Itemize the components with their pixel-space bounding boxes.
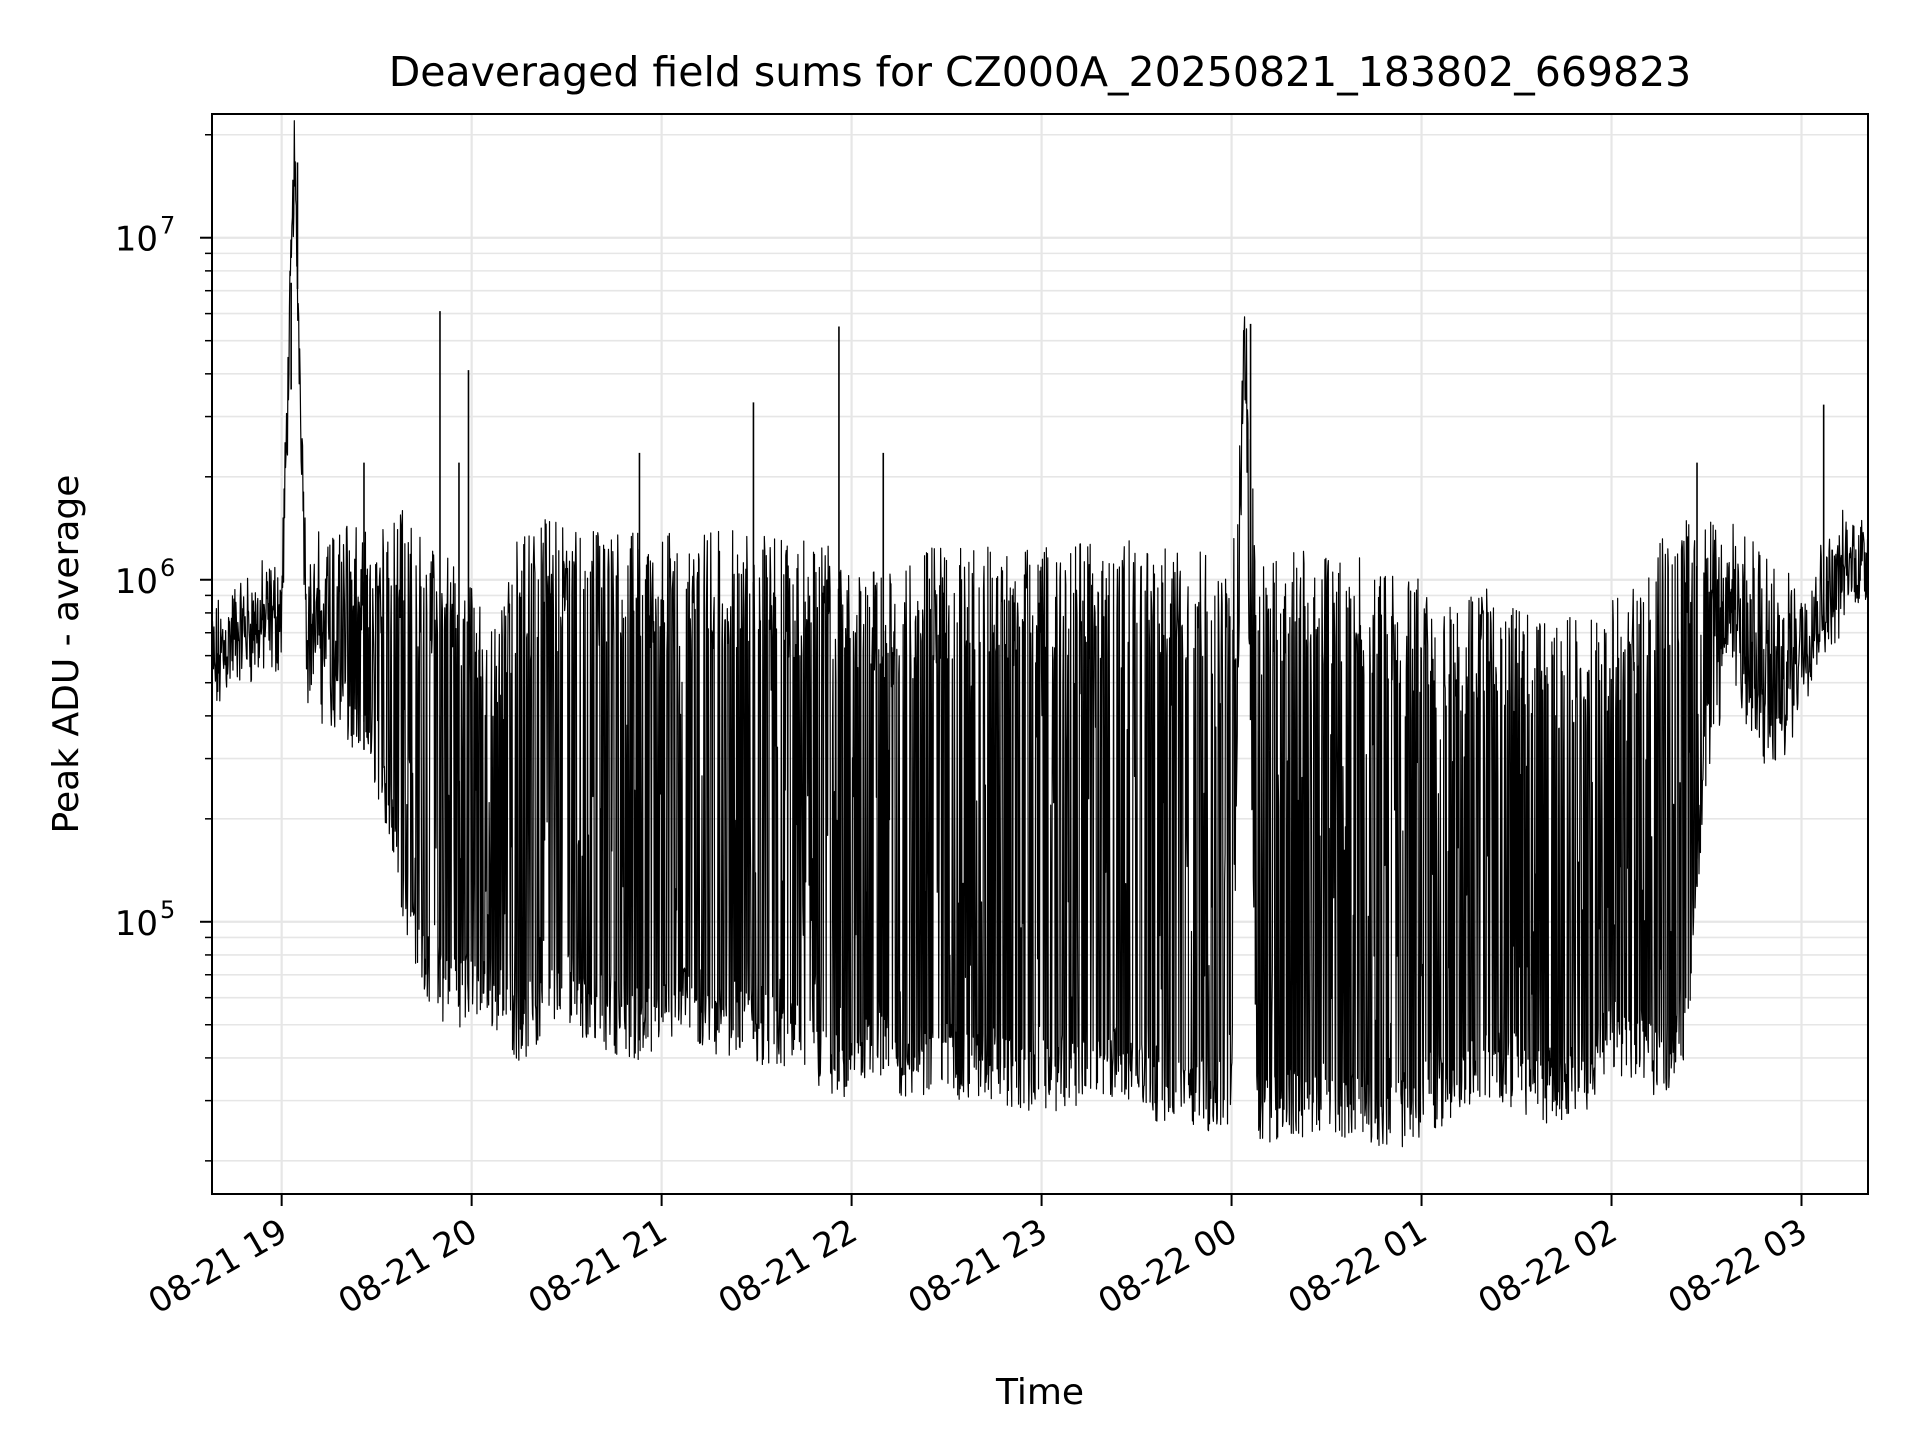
series-group <box>211 120 1869 1148</box>
chart-title: Deaveraged field sums for CZ000A_2025082… <box>389 48 1692 96</box>
y-tick-exponent: 5 <box>160 896 175 924</box>
plot-frame <box>211 113 1869 1195</box>
y-tick-exponent: 7 <box>160 212 175 240</box>
y-tick-exponent: 6 <box>160 554 175 582</box>
y-tick-label: 10 <box>115 562 158 602</box>
y-tick-label: 10 <box>115 904 158 944</box>
y-tick-label: 10 <box>115 220 158 260</box>
y-axis-label: Peak ADU - average <box>46 475 87 834</box>
series-line <box>211 120 1869 1148</box>
x-axis-label: Time <box>995 1372 1084 1413</box>
